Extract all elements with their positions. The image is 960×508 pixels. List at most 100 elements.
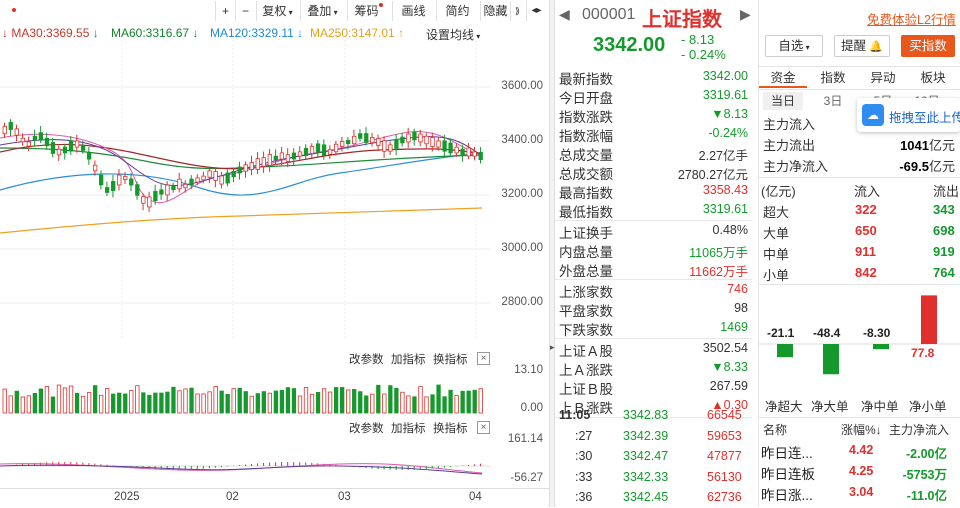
tick-price: 3342.47 [623,449,669,463]
volume-top-tick: 13.10 [514,364,543,376]
panel-divider[interactable]: ▸ [549,0,555,507]
close-icon[interactable]: × [477,421,490,434]
index-code: 000001 [582,6,636,23]
alert-button[interactable]: 提醒 🔔 [834,35,890,57]
chevron-down-icon: ▾ [331,8,338,17]
volume-bar [478,388,483,414]
quote-label: 上涨家数 [559,285,613,300]
outflow-value: 698 [933,223,955,238]
volume-chart [2,384,483,414]
quote-row: 指数涨幅 -0.24% [555,124,752,144]
volume-bar [394,387,399,414]
sector-header: 名称 涨幅%↓ 主力净流入 [759,419,960,439]
net-flow-bar-chart [759,295,960,375]
order-size-label: 大单 [763,226,790,241]
candle-body [8,122,13,130]
chouma-button[interactable]: 筹码 [347,1,389,21]
volume-bar [267,392,273,414]
switch-indicator-button[interactable]: 换指标 [433,423,468,435]
tab-index[interactable]: 指数 [820,71,846,85]
candle-body [255,158,260,170]
pct-header[interactable]: 涨幅%↓ [841,423,882,437]
net-flow-value-label: -8.30 [863,326,891,340]
add-indicator-button[interactable]: 加指标 [391,354,426,366]
candle-body [201,175,206,181]
tick-volume: 66545 [707,408,742,422]
prev-stock-arrow-icon[interactable]: ◀ [559,6,570,22]
sector-row[interactable]: 昨日连... 4.42 -2.00亿 [759,441,960,461]
chevron-down-icon: ▾ [286,8,293,17]
volume-bar [135,385,140,414]
switch-indicator-button[interactable]: 换指标 [433,354,468,366]
net-flow-value-label: -48.4 [813,326,841,340]
tab-fund[interactable]: 资金 [759,68,807,88]
sector-row[interactable]: 昨日涨... 3.04 -11.0亿 [759,483,960,503]
volume-bar [195,393,200,414]
trade-tick-row: :36 3342.45 62736 [555,488,752,508]
volume-bar [62,387,68,414]
fuquan-menu[interactable]: 复权 ▾ [256,1,298,21]
add-indicator-button[interactable]: 加指标 [391,423,426,435]
flow-header: 主力净流入 [889,423,950,437]
volume-bar [448,389,453,414]
volume-bar [279,390,285,414]
quote-label: 上证Ｂ股 [559,382,613,397]
fund-flow-panel: 免费体验L2行情 自选 ▾ 提醒 🔔 买指数 资金 指数 异动 板块 当日 3日… [758,0,960,507]
sector-flow: -11.0亿 [906,489,947,503]
buy-index-button[interactable]: 买指数 [901,35,955,57]
candle-body [117,174,122,186]
change-param-button[interactable]: 改参数 [349,354,384,366]
candle-body [460,148,465,156]
candle-body [333,143,339,153]
volume-bar [460,390,465,414]
subtab-today[interactable]: 当日 [763,92,803,110]
candle-body [219,175,224,185]
volume-bar [273,390,279,414]
kline-chart-area[interactable]: + − 复权 ▾ 叠加 ▾ 筹码 画线 简约 隐藏 ⟫ ◂▸ ↓ MA30:33… [0,0,549,507]
candle-body [279,152,285,160]
outflow-value: 343 [933,202,955,217]
quote-row: 指数涨跌 ▼8.13 [555,105,752,125]
tab-sector[interactable]: 板块 [920,71,946,85]
quote-value: 1469 [720,320,748,334]
jianyue-button[interactable]: 简约 [436,1,478,21]
drag-upload-tooltip[interactable]: ☁ 拖拽至此上传 [857,98,960,132]
close-icon[interactable]: × [477,352,490,365]
quote-row: 上Ａ涨跌 ▼8.33 [555,358,752,378]
quote-label: 内盘总量 [559,245,613,260]
tick-price: 3342.39 [623,428,669,443]
expand-arrow-icon[interactable]: ▸ [550,342,555,352]
zoom-out-button[interactable]: − [235,1,255,21]
sector-row[interactable]: 昨日连板 4.25 -5753万 [759,462,960,482]
next-stock-arrow-icon[interactable]: ▶ [740,6,751,22]
yincang-button[interactable]: 隐藏 [480,1,510,21]
quote-label: 最新指数 [559,72,613,87]
ma250-line [0,207,483,234]
main-flow-row: 主力净流入 -69.5亿元 [761,155,957,174]
candle-body [68,140,74,152]
change-param-button[interactable]: 改参数 [349,423,384,435]
quote-row: 最高指数 3358.43 [555,181,752,201]
quote-label: 今日开盘 [559,91,613,106]
huaxian-button[interactable]: 画线 [392,1,434,21]
candle-body [159,189,164,195]
candle-body [424,135,429,145]
diejia-menu[interactable]: 叠加 ▾ [300,1,344,21]
volume-bar [26,395,32,414]
zoom-in-button[interactable]: + [215,1,235,21]
tick-time: :30 [575,449,593,463]
subtab-3day[interactable]: 3日 [823,94,843,108]
sector-pct: 4.25 [849,464,874,478]
tab-movement[interactable]: 异动 [870,71,896,85]
free-l2-link[interactable]: 免费体验L2行情 [867,13,956,27]
candle-body [2,125,7,135]
tick-price: 3342.33 [623,469,669,484]
candle-body [44,137,50,147]
watchlist-button[interactable]: 自选 ▾ [765,35,823,57]
quote-panel: ◀ 000001 上证指数 ▶ 3342.00 - 8.13 - 0.24% 最… [555,0,758,507]
nav-arrows-icon[interactable]: ◂▸ [526,1,546,21]
collapse-icon[interactable]: ⟫ [510,1,524,21]
candle-body [339,141,345,147]
candle-body [382,140,387,152]
ma-settings-button[interactable]: 设置均线 ▾ [426,26,480,43]
